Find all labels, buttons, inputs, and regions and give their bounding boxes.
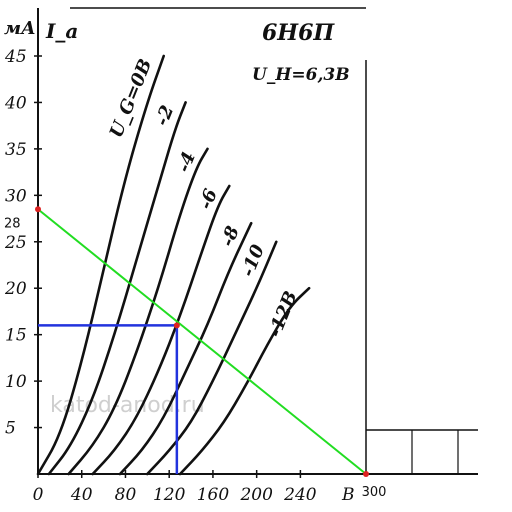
y-tick-label: 25 xyxy=(4,233,27,253)
y-tick-label: 15 xyxy=(5,326,27,346)
series-curve xyxy=(178,286,311,476)
series-curve xyxy=(36,54,165,476)
y-tick-label: 45 xyxy=(4,47,27,67)
load-line-y-intercept-label: 28 xyxy=(4,216,21,231)
y-unit-label: мА xyxy=(4,18,36,39)
x-unit-label: В xyxy=(341,485,355,505)
series-curve xyxy=(47,101,187,476)
chart-subtitle: U_H=6,3В xyxy=(252,65,350,85)
x-tick-label: 160 xyxy=(197,485,230,505)
series-label: -12В xyxy=(264,288,301,340)
x-tick-label: 80 xyxy=(115,485,137,505)
y-tick-label: 30 xyxy=(5,186,27,206)
y-tick-label: 20 xyxy=(4,279,27,299)
y-symbol-label: I_a xyxy=(45,19,78,43)
series-label: -10 xyxy=(237,241,269,279)
series-curve xyxy=(146,240,278,476)
y-tick-label: 40 xyxy=(4,93,27,113)
load-line xyxy=(37,208,367,475)
watermark: katod-anod.ru xyxy=(50,393,205,418)
y-tick-label: 35 xyxy=(5,140,27,160)
series-curve xyxy=(91,184,231,476)
x-tick-label: 0 xyxy=(33,485,44,505)
x-tick-label: 200 xyxy=(239,485,273,505)
y-tick-label: 5 xyxy=(5,419,16,439)
operating-point xyxy=(173,322,180,329)
x-tick-label: 240 xyxy=(283,485,317,505)
x-tick-label: 40 xyxy=(70,485,93,505)
series-curve xyxy=(118,221,253,476)
y-tick-label: 10 xyxy=(5,372,27,392)
series-curve xyxy=(67,147,209,476)
load-line-x-intercept xyxy=(363,471,369,477)
load-line-y-intercept xyxy=(35,206,41,213)
chart-title: 6Н6П xyxy=(262,20,335,46)
x-tick-label: 120 xyxy=(153,485,186,505)
series-label: -2 xyxy=(151,102,178,128)
load-line-x-intercept-label: 300 xyxy=(362,485,387,500)
